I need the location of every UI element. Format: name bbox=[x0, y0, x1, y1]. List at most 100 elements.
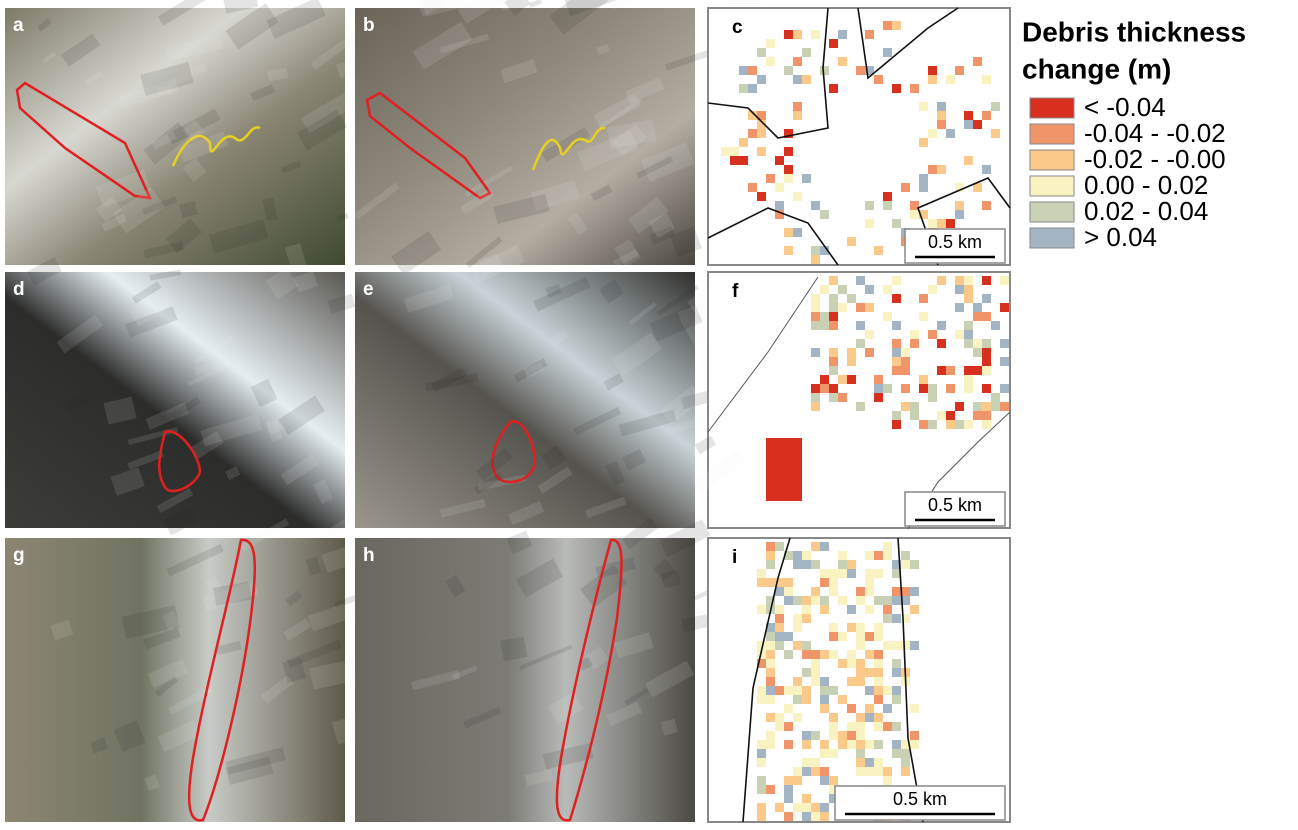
map-pixel bbox=[829, 749, 838, 758]
map-pixel bbox=[982, 312, 991, 321]
scale-bar-label: 0.5 km bbox=[928, 232, 982, 252]
legend-swatch bbox=[1029, 149, 1075, 171]
map-pixel bbox=[892, 420, 901, 429]
map-pixel bbox=[883, 704, 892, 713]
map-pixel bbox=[730, 156, 739, 165]
image-texture bbox=[508, 501, 545, 526]
map-pixel bbox=[757, 569, 766, 578]
glacier-outline bbox=[15, 81, 153, 200]
map-pixel bbox=[784, 147, 793, 156]
map-pixel bbox=[838, 596, 847, 605]
map-pixel bbox=[856, 731, 865, 740]
map-pixel bbox=[811, 812, 820, 821]
map-pixel bbox=[784, 632, 793, 641]
map-pixel bbox=[865, 650, 874, 659]
image-texture bbox=[272, 513, 287, 525]
panel: b bbox=[355, 0, 764, 265]
image-texture bbox=[573, 406, 622, 436]
map-pixel bbox=[820, 321, 829, 330]
map-pixel bbox=[946, 384, 955, 393]
map-pixel bbox=[856, 623, 865, 632]
map-pixel bbox=[892, 276, 901, 285]
image-texture bbox=[65, 392, 91, 412]
map-pixel bbox=[919, 312, 928, 321]
map-pixel bbox=[928, 330, 937, 339]
map-pixel bbox=[784, 474, 793, 483]
map-pixel bbox=[793, 677, 802, 686]
image-texture bbox=[648, 212, 676, 239]
map-pixel bbox=[838, 375, 847, 384]
map-pixel bbox=[784, 794, 793, 803]
map-pixel bbox=[757, 776, 766, 785]
map-pixel bbox=[901, 641, 910, 650]
image-texture bbox=[659, 519, 711, 558]
map-pixel bbox=[793, 465, 802, 474]
image-texture bbox=[530, 179, 580, 211]
image-texture bbox=[528, 0, 543, 9]
map-pixel bbox=[865, 632, 874, 641]
map-pixel bbox=[847, 722, 856, 731]
image-texture bbox=[141, 196, 178, 216]
map-pixel bbox=[739, 84, 748, 93]
map-pixel bbox=[865, 66, 874, 75]
map-pixel bbox=[811, 201, 820, 210]
map-pixel bbox=[910, 641, 919, 650]
map-pixel bbox=[820, 704, 829, 713]
image-texture bbox=[694, 435, 717, 455]
map-pixel bbox=[955, 201, 964, 210]
image-texture bbox=[157, 0, 208, 26]
map-pixel bbox=[901, 551, 910, 560]
map-pixel bbox=[1000, 357, 1009, 366]
map-pixel bbox=[937, 120, 946, 129]
image-texture bbox=[612, 248, 639, 268]
map-pixel bbox=[928, 75, 937, 84]
image-texture bbox=[415, 0, 445, 17]
map-pixel bbox=[883, 686, 892, 695]
glacier-outline bbox=[187, 538, 257, 822]
image-texture bbox=[26, 257, 62, 286]
scale-bar-label: 0.5 km bbox=[928, 495, 982, 515]
panel-label: c bbox=[732, 17, 743, 38]
map-pixel bbox=[811, 312, 820, 321]
image-texture bbox=[283, 618, 312, 641]
map-pixel bbox=[793, 686, 802, 695]
image-texture bbox=[149, 269, 182, 281]
map-pixel bbox=[829, 632, 838, 641]
image-texture bbox=[504, 0, 531, 16]
glacier-outline bbox=[171, 126, 261, 167]
map-pixel bbox=[757, 686, 766, 695]
image-texture bbox=[285, 590, 303, 607]
map-pixel bbox=[775, 483, 784, 492]
image-texture bbox=[125, 306, 178, 338]
map-pixel bbox=[766, 785, 775, 794]
map-pixel bbox=[757, 120, 766, 129]
image-texture bbox=[266, 0, 326, 39]
map-pixel bbox=[964, 111, 973, 120]
map-pixel bbox=[910, 402, 919, 411]
map-pixel bbox=[883, 285, 892, 294]
image-texture bbox=[500, 59, 538, 84]
map-pixel bbox=[766, 659, 775, 668]
map-pixel bbox=[865, 348, 874, 357]
image-texture bbox=[660, 718, 678, 736]
map-pixel bbox=[874, 551, 883, 560]
image-texture bbox=[169, 396, 201, 421]
map-pixel bbox=[784, 246, 793, 255]
map-pixel bbox=[802, 758, 811, 767]
map-pixel bbox=[829, 393, 838, 402]
map-pixel bbox=[784, 740, 793, 749]
map-pixel bbox=[793, 75, 802, 84]
map-pixel bbox=[964, 420, 973, 429]
map-pixel bbox=[784, 578, 793, 587]
map-pixel bbox=[820, 384, 829, 393]
map-pixel bbox=[820, 210, 829, 219]
map-pixel bbox=[865, 285, 874, 294]
map-pixel bbox=[757, 641, 766, 650]
map-pixel bbox=[811, 596, 820, 605]
map-pixel bbox=[811, 321, 820, 330]
map-pixel bbox=[838, 695, 847, 704]
map-pixel bbox=[802, 767, 811, 776]
image-texture bbox=[445, 574, 466, 598]
map-pixel bbox=[964, 321, 973, 330]
map-pixel bbox=[892, 740, 901, 749]
